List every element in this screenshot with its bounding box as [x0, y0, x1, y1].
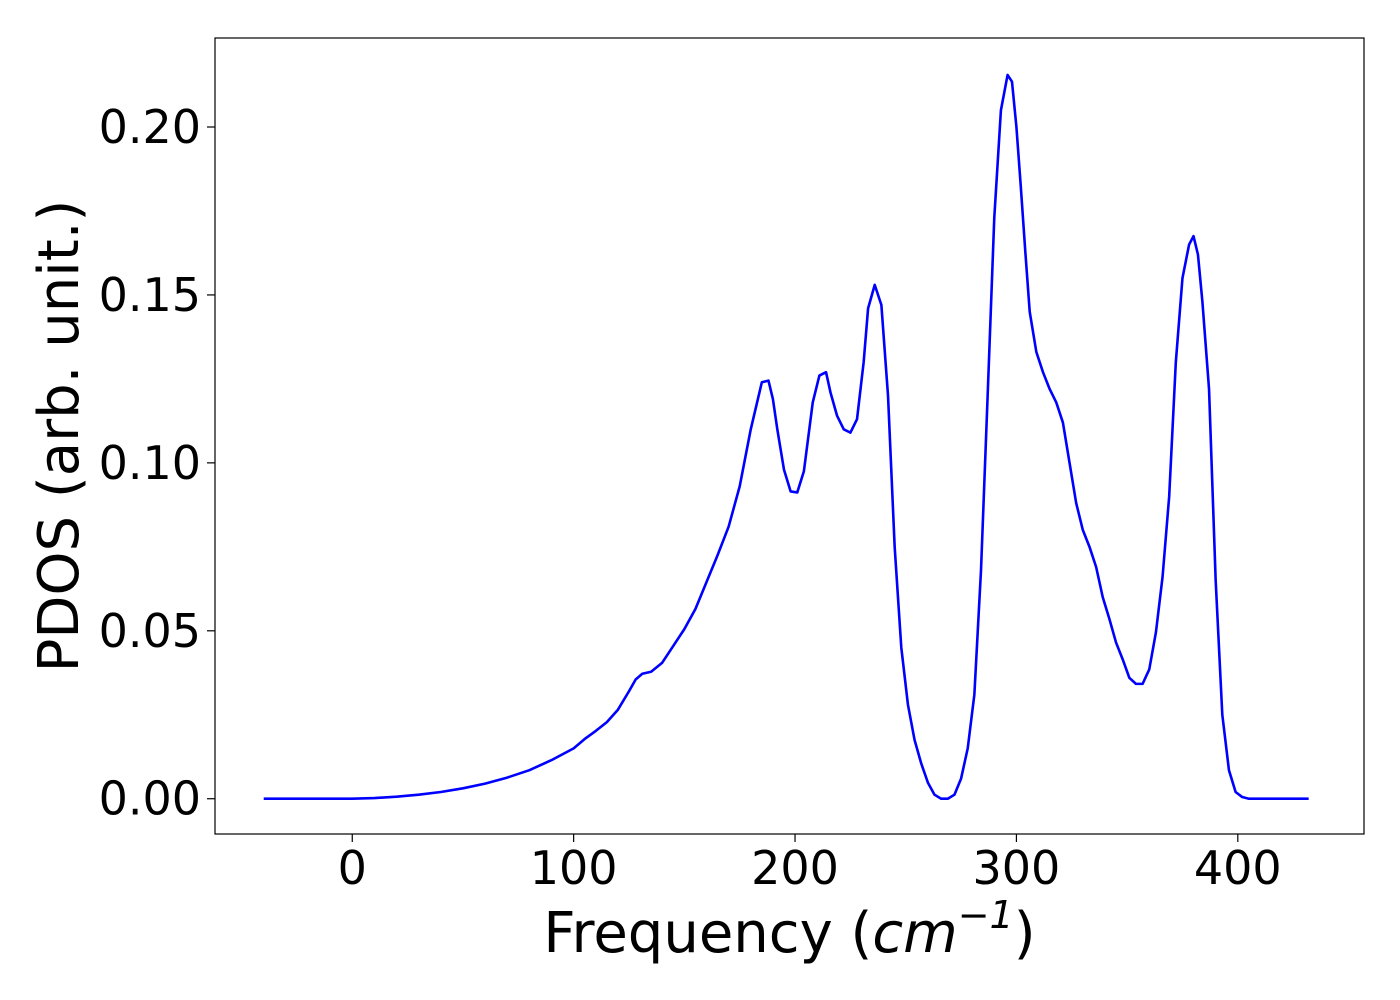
x-axis-label-suffix: ): [1014, 901, 1036, 966]
plot-lines: [263, 73, 1309, 801]
x-tick-label: 400: [1194, 841, 1282, 895]
x-axis-label: Frequency (cm−1): [543, 893, 1035, 966]
y-tick-label: 0.00: [99, 772, 201, 826]
series-line-0: [263, 73, 1309, 801]
y-tick-label: 0.20: [99, 100, 201, 154]
x-axis-label-prefix: Frequency (: [543, 901, 872, 966]
y-tick-label: 0.15: [99, 268, 201, 322]
axis-ticks: 0 100 200 300 400 0.00 0.05 0.10 0.15 0.20: [99, 100, 1282, 895]
plot-frame: [214, 37, 1365, 835]
x-tick-label: 300: [973, 841, 1061, 895]
y-tick-label: 0.10: [99, 436, 201, 490]
x-tick-label: 200: [751, 841, 839, 895]
y-tick-label: 0.05: [99, 604, 201, 658]
y-axis-label: PDOS (arb. unit.): [27, 200, 92, 673]
x-axis-label-exponent: −1: [958, 893, 1014, 937]
x-axis-label-unit: cm: [872, 901, 957, 966]
x-tick-label: 100: [530, 841, 618, 895]
x-tick-label: 0: [338, 841, 367, 895]
